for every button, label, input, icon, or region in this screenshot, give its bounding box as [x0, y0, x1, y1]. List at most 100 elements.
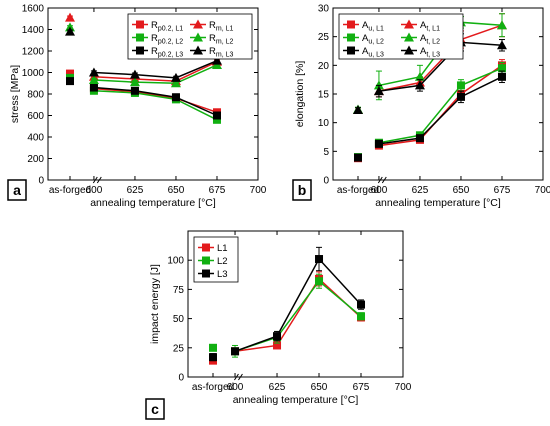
x-axis-label: annealing temperature [°C]	[90, 197, 216, 209]
legend-marker	[202, 269, 210, 278]
legend-marker	[347, 46, 355, 55]
series-line	[93, 90, 218, 121]
legend-label: Rp0.2, L3	[151, 46, 183, 59]
y-tick-label: 0	[38, 176, 44, 187]
series-line	[378, 76, 503, 145]
y-tick-label: 1400	[22, 25, 45, 36]
x-tick-label: 675	[209, 185, 226, 196]
axis-break-mark	[96, 176, 102, 184]
y-tick-label: 1200	[22, 47, 45, 58]
series-line	[234, 280, 362, 353]
series-line	[234, 257, 362, 353]
panel-label-box	[145, 398, 165, 420]
panel-label: b	[298, 182, 307, 198]
y-tick-label: 25	[173, 343, 185, 354]
y-tick-label: 10	[318, 118, 330, 129]
legend-box	[127, 13, 253, 60]
y-tick-label: 600	[27, 111, 44, 122]
legend-marker	[347, 20, 355, 29]
data-point	[170, 78, 181, 88]
x-tick-label: 675	[494, 185, 511, 196]
legend-marker	[193, 19, 203, 29]
as-forged-point	[209, 343, 217, 352]
x-tick-label: 650	[311, 382, 328, 393]
x-tick-label: 600	[371, 185, 388, 196]
x-axis-label: annealing temperature [°C]	[233, 394, 359, 406]
axis-break-mark	[92, 176, 98, 184]
data-point	[414, 71, 425, 81]
y-tick-label: 75	[173, 285, 185, 296]
as-forged-label: as-forged	[49, 185, 91, 196]
as-forged-point	[66, 77, 74, 86]
data-point	[497, 72, 506, 81]
x-tick-label: 675	[353, 382, 370, 393]
series-line	[93, 86, 218, 117]
series-line	[93, 64, 218, 85]
x-tick-label: 600	[227, 382, 244, 393]
y-tick-label: 0	[178, 373, 184, 384]
series-line	[378, 24, 503, 92]
data-point	[357, 312, 366, 321]
legend-label: Au, L1	[362, 20, 384, 33]
panel-label-box	[292, 179, 312, 201]
as-forged-point	[353, 105, 363, 115]
x-tick-label: 650	[453, 185, 470, 196]
y-axis-label: stress [MPa]	[9, 65, 21, 123]
data-point	[212, 111, 221, 120]
legend-label: L3	[217, 269, 228, 280]
data-point	[88, 75, 99, 85]
legend-label: At, L3	[420, 46, 440, 59]
legend-marker	[347, 33, 355, 42]
legend-marker	[202, 243, 210, 252]
y-tick-label: 100	[167, 256, 184, 267]
data-point	[171, 93, 180, 102]
axis-break-mark	[238, 373, 243, 381]
legend-label: L2	[217, 256, 228, 267]
data-point	[273, 341, 282, 350]
x-tick-label: 700	[250, 185, 267, 196]
y-tick-label: 1600	[22, 4, 45, 15]
data-point	[496, 40, 507, 50]
legend-label: Rp0.2, L2	[151, 33, 183, 46]
legend-label: Au, L3	[362, 46, 384, 59]
x-tick-label: 625	[269, 382, 286, 393]
panel-label: c	[151, 401, 159, 417]
series-line	[234, 277, 362, 353]
panel-label-box	[7, 179, 27, 201]
data-point	[496, 20, 507, 30]
as-forged-point	[354, 153, 362, 162]
y-tick-label: 50	[173, 314, 185, 325]
data-point	[129, 69, 140, 79]
legend-label: L1	[217, 243, 228, 254]
data-point	[373, 86, 384, 96]
series-line	[378, 67, 503, 144]
x-axis-label: annealing temperature [°C]	[375, 197, 501, 209]
y-tick-label: 20	[318, 61, 330, 72]
legend-marker	[404, 19, 414, 29]
y-tick-label: 5	[323, 147, 329, 158]
legend-marker	[193, 45, 203, 55]
data-point	[414, 80, 425, 90]
legend-marker	[136, 33, 144, 42]
series-line	[378, 41, 503, 92]
y-axis-label: elongation [%]	[294, 61, 306, 128]
data-point	[374, 139, 383, 148]
legend-marker	[404, 32, 414, 42]
data-point	[456, 81, 465, 90]
legend-label: At, L1	[420, 20, 440, 33]
legend-label: Rm, L1	[209, 20, 233, 33]
series-line	[378, 64, 503, 147]
data-point	[415, 134, 424, 143]
y-tick-label: 30	[318, 4, 330, 15]
data-point	[89, 83, 98, 92]
as-forged-point	[209, 353, 217, 362]
plot-frame-c	[187, 230, 404, 378]
legend-label: Rp0.2, L1	[151, 20, 183, 33]
data-point	[212, 115, 221, 124]
legend-box	[193, 236, 239, 283]
legend-marker	[193, 32, 203, 42]
legend-box	[338, 13, 464, 60]
legend-label: Rm, L2	[209, 33, 233, 46]
axis-break-mark	[381, 176, 387, 184]
x-tick-label: 625	[127, 185, 144, 196]
